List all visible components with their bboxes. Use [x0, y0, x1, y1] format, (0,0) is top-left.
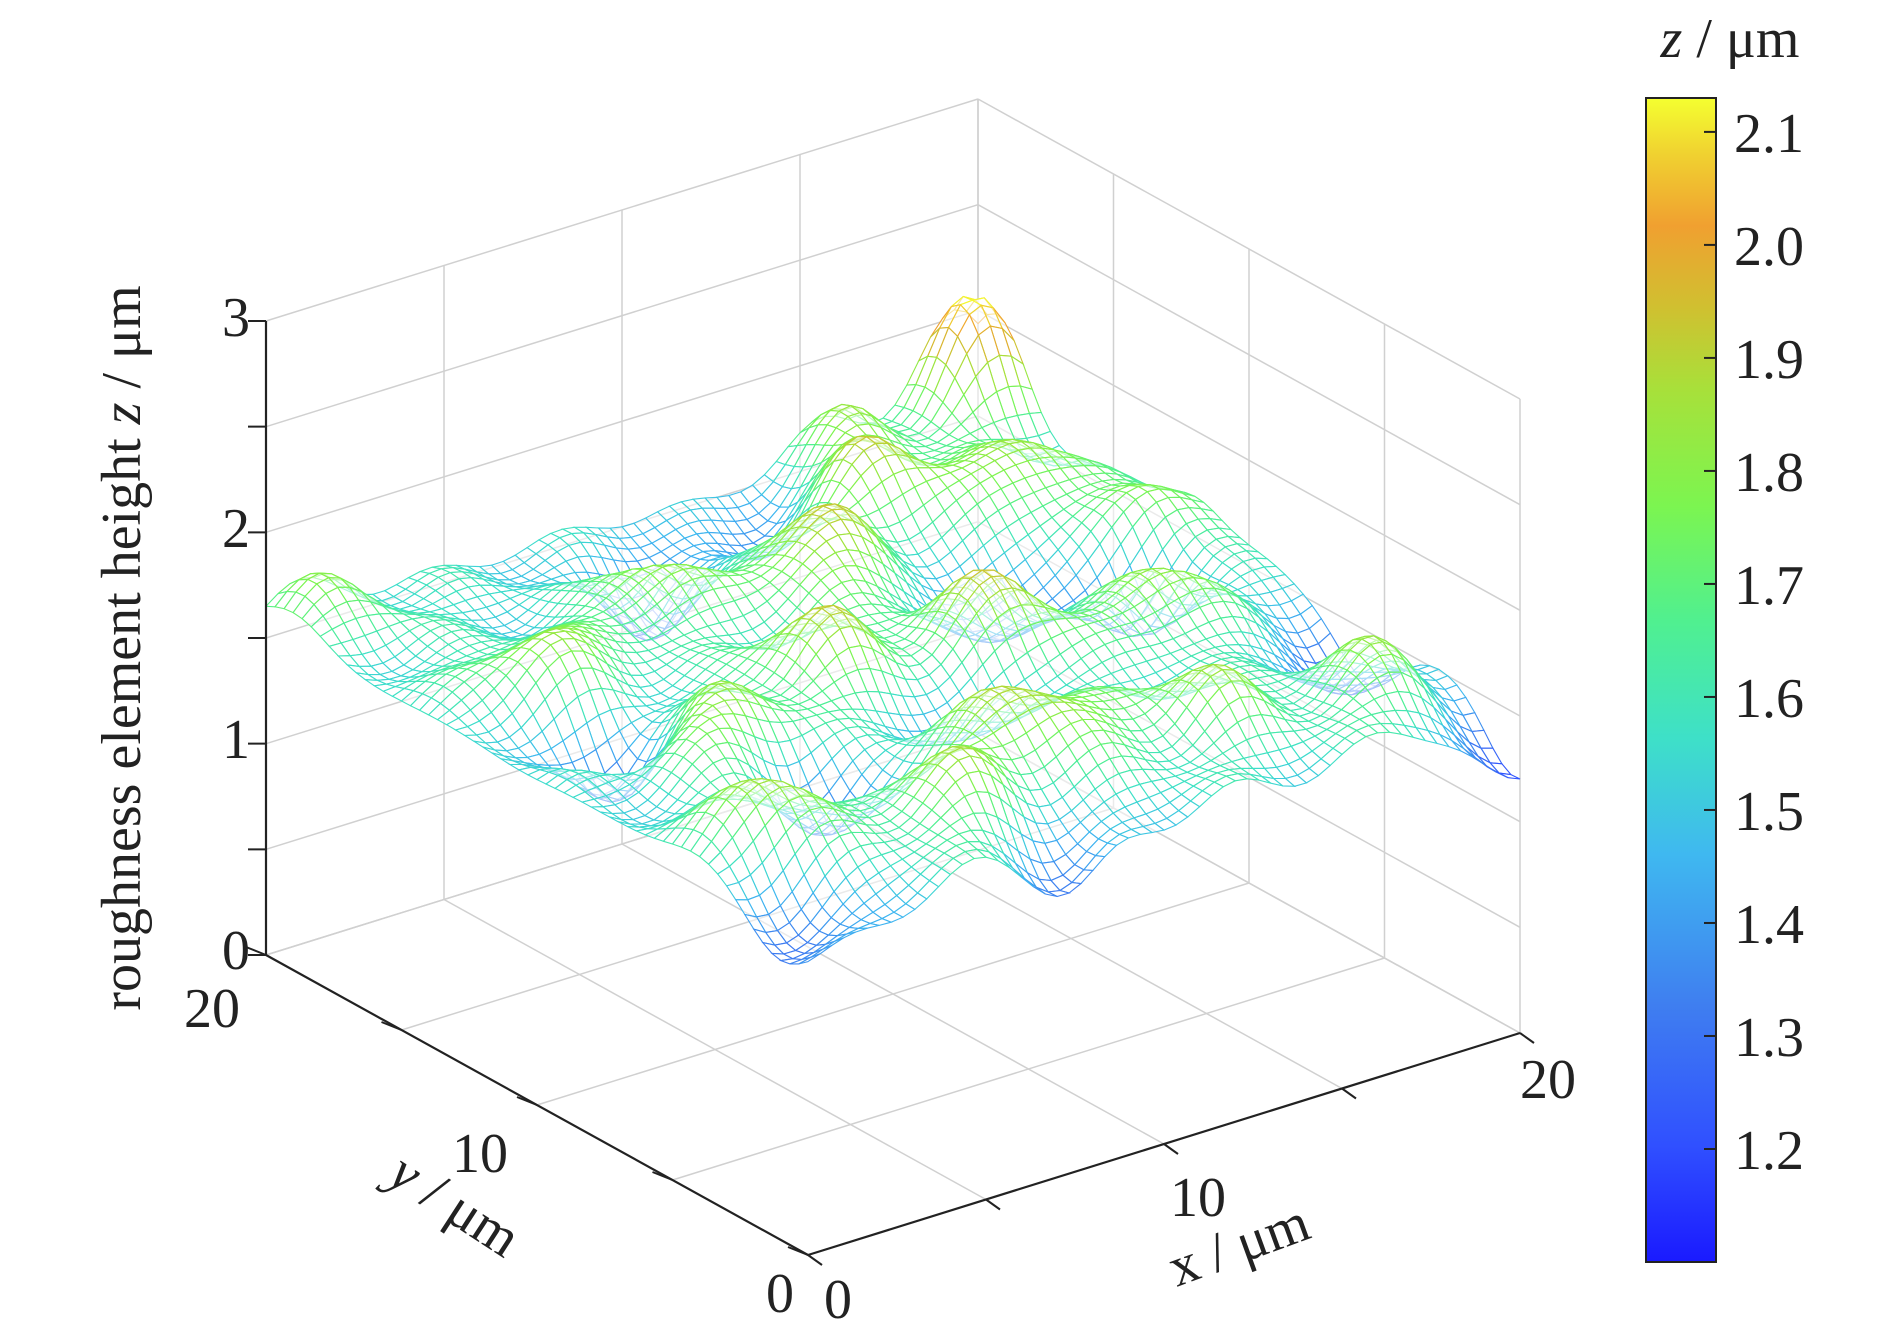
x-axis-tick	[1341, 1087, 1357, 1100]
wall-grid-line	[265, 309, 979, 534]
z-tick-label: 2	[222, 498, 250, 560]
x-axis-tick	[1519, 1032, 1535, 1044]
wall-grid-line	[977, 309, 1521, 611]
colorbar-tick-label: 1.3	[1734, 1007, 1804, 1069]
wall-grid-line	[265, 98, 979, 322]
y-axis-tick	[787, 1246, 809, 1256]
colorbar-tick-label: 2.0	[1734, 216, 1804, 278]
z-tick-label: 1	[222, 709, 250, 771]
x-axis-tick	[985, 1198, 1001, 1211]
wall-grid-line	[977, 204, 1521, 506]
x-tick-label: 0	[824, 1269, 852, 1323]
z-tick-label: 3	[222, 287, 250, 349]
colorbar-tick-label: 1.9	[1734, 329, 1804, 391]
colorbar-tick-label: 1.5	[1734, 781, 1804, 843]
x-axis-tick	[807, 1254, 823, 1266]
surface-cell	[798, 953, 821, 965]
y-tick-label: 0	[766, 1263, 794, 1323]
z-tick-label: 0	[222, 920, 250, 982]
z-axis-label: roughness element height z / μm	[91, 285, 153, 1010]
surface-cell	[1498, 772, 1521, 780]
y-tick-label: 10	[452, 1123, 508, 1185]
x-axis-tick	[1163, 1143, 1179, 1155]
colorbar	[1645, 97, 1717, 1263]
floor-grid-line	[536, 882, 1250, 1106]
wall-grid-line	[265, 203, 979, 428]
svg-text:roughness element height z / μ: roughness element height z / μm	[91, 285, 153, 1010]
wall-grid-line	[977, 98, 1521, 400]
y-axis-tick	[245, 946, 267, 956]
colorbar-tick-label: 1.7	[1734, 555, 1804, 617]
y-tick-label: 20	[184, 978, 240, 1040]
colorbar-tick-label: 1.4	[1734, 894, 1804, 956]
colorbar-tick-label: 1.8	[1734, 442, 1804, 504]
colorbar-tick-label: 2.1	[1734, 103, 1804, 165]
y-axis-tick	[381, 1021, 402, 1031]
x-tick-label: 20	[1520, 1049, 1576, 1111]
colorbar-label: z / μm	[1660, 8, 1800, 70]
x-tick-label: 10	[1170, 1167, 1226, 1229]
colorbar-tick-label: 1.2	[1734, 1120, 1804, 1182]
colorbar-tick-label: 1.6	[1734, 668, 1804, 730]
y-axis-tick	[516, 1096, 538, 1106]
axes-lines	[245, 320, 1535, 1266]
surface-mesh	[264, 295, 1521, 965]
y-axis-tick	[652, 1171, 673, 1181]
colorbar-ticks: 1.2 1.3 1.4 1.5 1.6 1.7 1.8 1.9 2.0 2.1	[1704, 103, 1804, 1182]
